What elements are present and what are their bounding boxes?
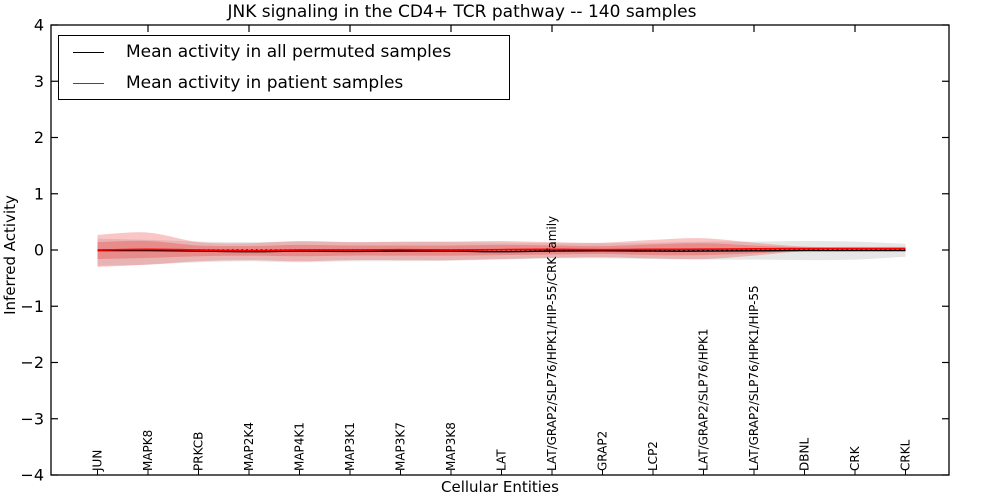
legend-label-patient: Mean activity in patient samples bbox=[126, 72, 404, 93]
x-entity-label: LAT/GRAP2/SLP76/HPK1 bbox=[697, 329, 711, 472]
y-tick-label: 2 bbox=[34, 128, 44, 147]
legend-item-permuted: Mean activity in all permuted samples bbox=[59, 39, 509, 65]
legend: Mean activity in all permuted samples Me… bbox=[58, 35, 510, 100]
x-entity-label: MAP2K4 bbox=[242, 422, 256, 471]
x-entity-label: JUN bbox=[91, 450, 105, 472]
x-entity-label: LAT/GRAP2/SLP76/HPK1/HIP-55/CRK family bbox=[545, 216, 559, 471]
x-entity-label: LCP2 bbox=[646, 441, 660, 471]
y-tick-label: 3 bbox=[34, 72, 44, 91]
x-entity-label: DBNL bbox=[798, 438, 812, 471]
x-entity-label: MAP3K1 bbox=[343, 422, 357, 471]
legend-item-patient: Mean activity in patient samples bbox=[59, 70, 509, 96]
y-axis-label: Inferred Activity bbox=[1, 195, 19, 315]
legend-label-permuted: Mean activity in all permuted samples bbox=[126, 41, 452, 62]
x-entity-label: MAPK8 bbox=[141, 430, 155, 471]
y-tick-label: 4 bbox=[34, 16, 44, 35]
y-tick-label: 0 bbox=[34, 241, 44, 260]
x-entity-label: LAT bbox=[495, 449, 509, 471]
x-entity-label: GRAP2 bbox=[596, 431, 610, 471]
x-entity-label: MAP3K7 bbox=[394, 422, 408, 471]
x-entity-label: MAP3K8 bbox=[444, 422, 458, 471]
permuted-mean-line bbox=[97, 249, 906, 253]
y-tick-label: −2 bbox=[20, 353, 44, 372]
x-entity-label: MAP4K1 bbox=[293, 422, 307, 471]
x-entity-label: PRKCB bbox=[192, 432, 206, 471]
y-tick-label: −3 bbox=[20, 409, 44, 428]
legend-line-permuted-icon bbox=[73, 51, 104, 53]
x-entity-label: LAT/GRAP2/SLP76/HPK1/HIP-55 bbox=[747, 285, 761, 471]
legend-line-patient-icon bbox=[73, 82, 104, 84]
x-axis-label: Cellular Entities bbox=[441, 478, 559, 496]
patient-mean-line bbox=[97, 247, 906, 252]
y-tick-label: −1 bbox=[20, 297, 44, 316]
y-tick-label: −4 bbox=[20, 466, 44, 485]
chart-title: JNK signaling in the CD4+ TCR pathway --… bbox=[227, 2, 697, 22]
y-tick-label: 1 bbox=[34, 184, 44, 203]
x-entity-label: CRK bbox=[848, 445, 862, 471]
x-entity-label: CRKL bbox=[899, 439, 913, 471]
